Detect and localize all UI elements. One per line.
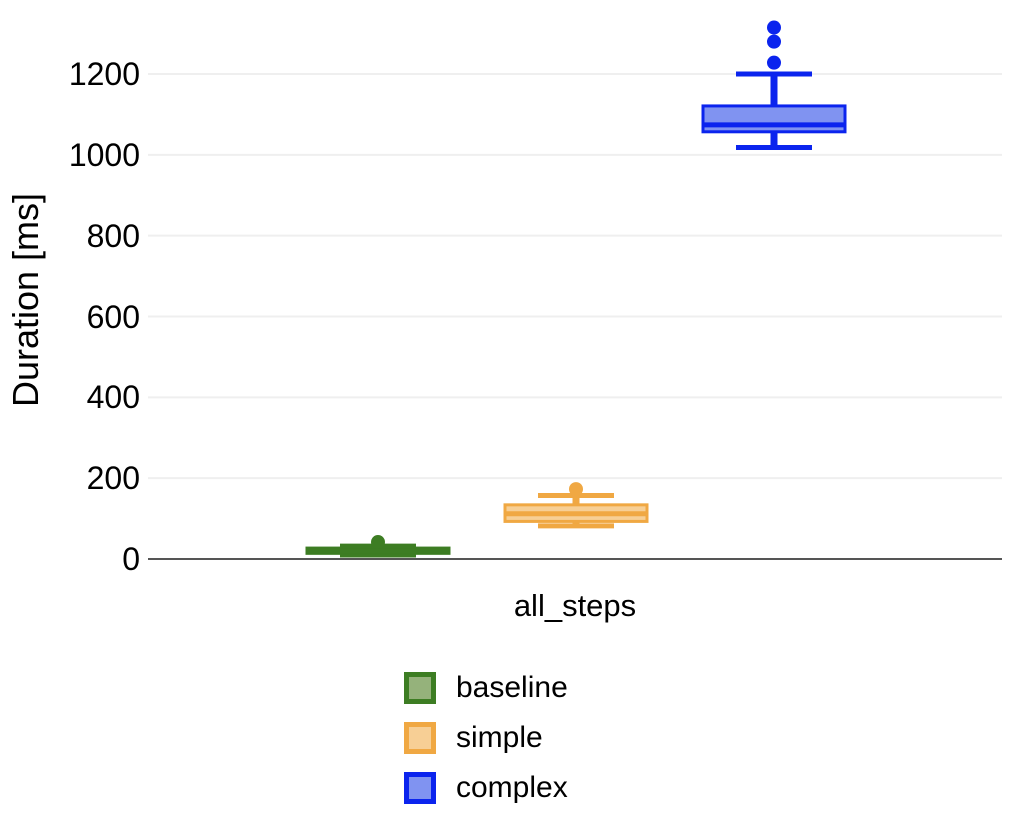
legend-swatch-baseline — [404, 672, 436, 704]
legend-swatch-simple — [404, 722, 436, 754]
outlier-dot — [767, 55, 781, 70]
y-tick-label-0: 0 — [122, 541, 140, 577]
y-tick-label-200: 200 — [86, 460, 140, 497]
y-tick-label-1000: 1000 — [68, 136, 140, 173]
y-tick-label-600: 600 — [86, 298, 140, 335]
legend-item-baseline: baseline — [404, 672, 568, 704]
box-rect — [701, 104, 847, 134]
gridlines — [148, 73, 1002, 480]
boxplot-complex — [701, 20, 847, 151]
legend-label-complex: complex — [456, 771, 568, 804]
outlier-dot — [767, 20, 781, 35]
legend-label-baseline: baseline — [456, 671, 568, 704]
y-tick-label-400: 400 — [86, 379, 140, 416]
outlier-dot — [371, 535, 385, 550]
legend-label-simple: simple — [456, 721, 543, 754]
y-tick-label-1200: 1200 — [68, 56, 140, 92]
boxplot-baseline — [305, 535, 451, 558]
x-category-label: all_steps — [513, 588, 637, 623]
legend-swatch-complex — [404, 772, 436, 804]
legend-item-simple: simple — [404, 722, 568, 754]
outlier-dot — [569, 482, 583, 497]
outlier-dot — [767, 34, 781, 49]
boxplot-simple — [503, 482, 649, 529]
y-tick-label-800: 800 — [86, 217, 140, 254]
legend-item-complex: complex — [404, 772, 568, 804]
legend: baseline simple complex — [404, 672, 568, 804]
